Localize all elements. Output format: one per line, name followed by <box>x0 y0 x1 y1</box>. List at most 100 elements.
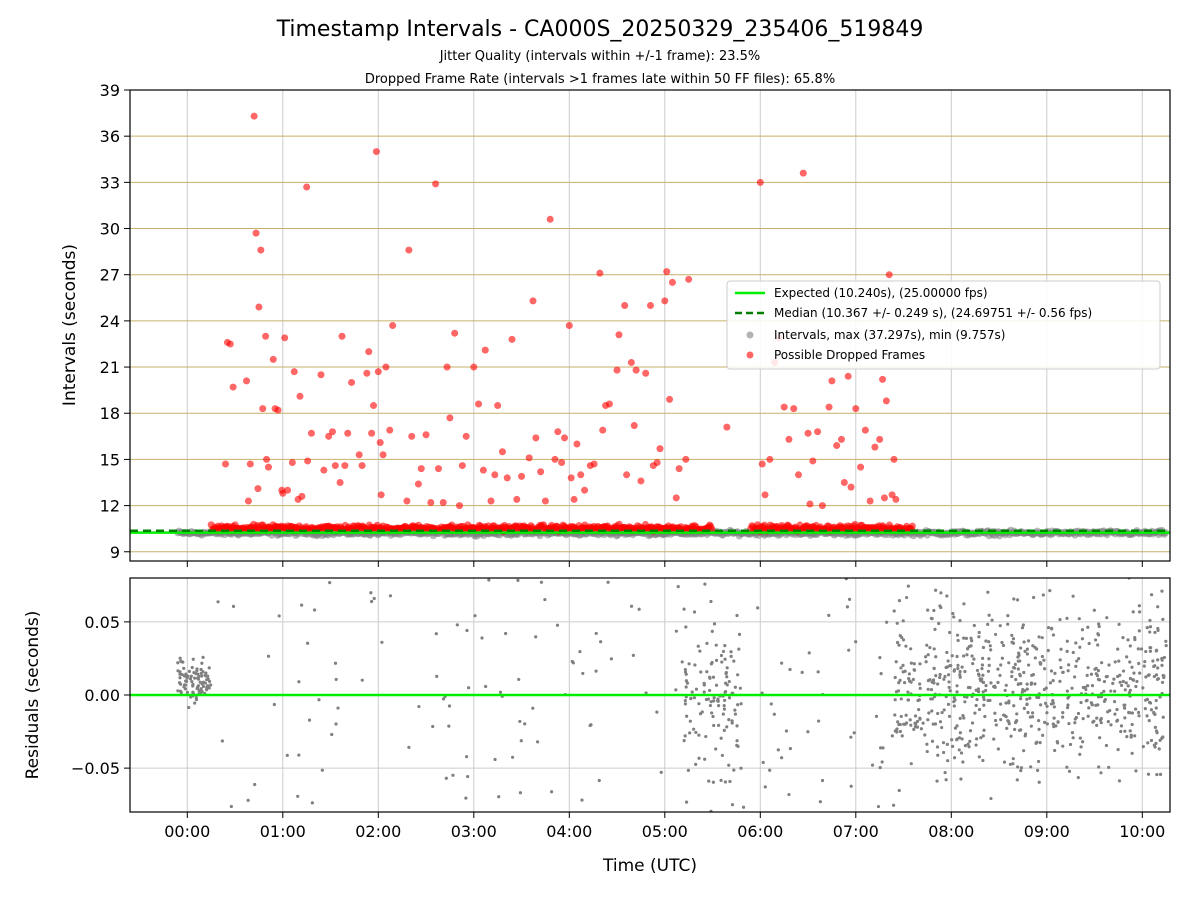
dropped-frame-outlier <box>508 335 516 343</box>
residual-point <box>935 745 940 749</box>
residual-point <box>911 677 915 682</box>
dropped-frame-outlier <box>479 466 487 474</box>
residual-point <box>900 635 904 640</box>
residual-point <box>955 684 959 688</box>
residual-point <box>930 709 934 713</box>
residual-point <box>498 690 503 694</box>
residual-point <box>1027 663 1031 667</box>
residual-point <box>899 697 903 701</box>
dropped-frame-outlier <box>666 395 674 403</box>
residual-point <box>897 598 902 603</box>
residual-point <box>1000 640 1004 645</box>
residual-point <box>938 720 943 724</box>
residual-point <box>963 744 968 748</box>
residual-point <box>1019 697 1023 701</box>
residual-point <box>958 675 962 679</box>
residual-point <box>1097 765 1101 769</box>
dropped-frame-outlier <box>284 486 292 494</box>
residual-point <box>1023 649 1027 653</box>
residual-point <box>1096 643 1100 647</box>
residual-point <box>697 756 701 760</box>
residual-point <box>845 605 850 609</box>
residual-point <box>182 674 187 678</box>
dropped-frame-outlier <box>554 428 562 436</box>
residual-point <box>1152 743 1156 747</box>
residual-point <box>188 677 193 681</box>
dropped-frame-outlier <box>403 497 411 505</box>
residual-point <box>909 661 913 665</box>
residual-point <box>975 737 979 741</box>
residual-point <box>487 578 491 582</box>
residual-point <box>201 680 206 684</box>
dropped-frame-outlier <box>565 322 573 329</box>
residual-point <box>720 753 724 758</box>
residual-point <box>982 697 986 702</box>
residual-point <box>1015 778 1019 782</box>
residual-point <box>570 659 574 664</box>
residual-point <box>1065 639 1069 643</box>
dropped-frame-outlier <box>852 405 860 413</box>
residual-point <box>199 667 203 672</box>
residuals-xtick-label: 00:00 <box>164 822 210 841</box>
residual-point <box>1019 682 1023 686</box>
residual-point <box>709 700 713 704</box>
residual-point <box>1013 720 1018 725</box>
residual-point <box>944 778 948 782</box>
residual-point <box>193 676 197 680</box>
residual-point <box>714 643 718 647</box>
residual-point <box>943 770 947 775</box>
residual-point <box>1105 616 1109 620</box>
residual-point <box>1007 699 1011 703</box>
residual-point <box>1133 734 1137 738</box>
residual-point <box>918 662 922 666</box>
residual-point <box>722 707 727 711</box>
residual-point <box>518 719 522 724</box>
residual-point <box>1156 666 1160 670</box>
residual-point <box>988 644 992 648</box>
residual-point <box>465 755 469 759</box>
residual-point <box>1095 673 1099 678</box>
residual-point <box>1097 622 1101 626</box>
residual-point <box>1130 665 1134 669</box>
residual-point <box>1010 633 1014 637</box>
residual-point <box>1061 715 1065 719</box>
residual-point <box>981 734 985 738</box>
residual-point <box>266 654 271 658</box>
residual-point <box>711 780 715 784</box>
residual-point <box>723 657 727 661</box>
residual-point <box>980 663 985 667</box>
residual-point <box>1076 711 1081 716</box>
residual-point <box>719 778 723 782</box>
residual-point <box>999 718 1003 722</box>
residual-point <box>1011 690 1015 694</box>
residual-point <box>906 698 911 702</box>
residual-point <box>1016 667 1020 671</box>
residual-point <box>1095 716 1099 720</box>
residual-point <box>950 738 954 742</box>
residual-point <box>196 677 201 681</box>
residual-point <box>176 689 180 693</box>
residual-point <box>1097 678 1102 682</box>
residual-point <box>1084 687 1088 692</box>
residual-point <box>1148 625 1153 629</box>
residual-point <box>1106 720 1110 724</box>
residual-point <box>1004 715 1008 719</box>
residual-point <box>881 746 885 750</box>
residual-point <box>336 706 340 710</box>
residual-point <box>369 591 373 595</box>
residual-point <box>979 736 983 740</box>
residual-point <box>1045 722 1049 726</box>
residual-point <box>683 698 687 703</box>
residual-point <box>674 629 678 633</box>
residual-point <box>688 731 692 735</box>
residual-point <box>1141 686 1145 690</box>
residual-point <box>195 669 199 673</box>
residual-point <box>729 650 733 654</box>
residual-point <box>690 690 694 694</box>
residual-point <box>908 718 912 722</box>
residual-point <box>1148 618 1152 623</box>
residual-point <box>958 669 962 674</box>
residual-point <box>1041 593 1045 597</box>
residual-point <box>763 785 767 789</box>
dropped-frame-outlier <box>317 371 325 379</box>
